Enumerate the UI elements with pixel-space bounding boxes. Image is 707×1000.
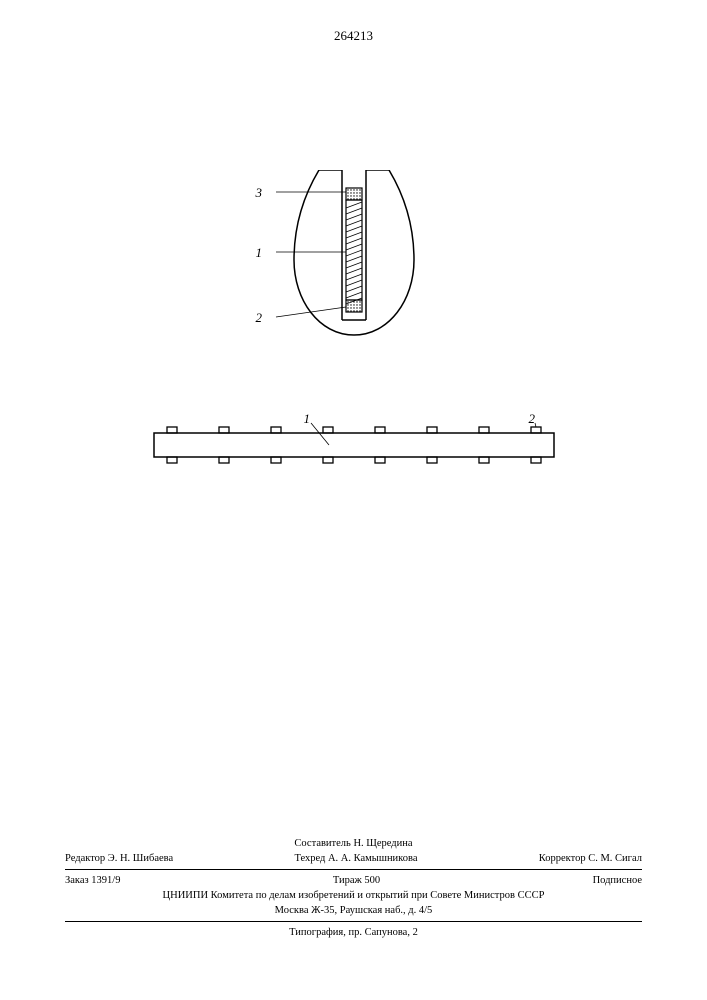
techred: Техред А. А. Камышникова: [294, 853, 417, 864]
editor: Редактор Э. Н. Шибаева: [65, 853, 173, 864]
callout-1b: 1: [304, 411, 311, 427]
roles-line: Редактор Э. Н. Шибаева Техред А. А. Камы…: [65, 851, 642, 866]
org-line-1: ЦНИИПИ Комитета по делам изобретений и о…: [65, 888, 642, 903]
compiler-line: Составитель Н. Щередина: [65, 836, 642, 851]
callout-2: 2: [256, 310, 263, 326]
subscription: Подписное: [593, 875, 642, 886]
figure-cross-section: 3 1 2: [274, 170, 434, 350]
org-line-2: Москва Ж-35, Раушская наб., д. 4/5: [65, 903, 642, 918]
tirazh: Тираж 500: [333, 875, 380, 886]
order-line: Заказ 1391/9 Тираж 500 Подписное: [65, 873, 642, 888]
callout-1: 1: [256, 245, 263, 261]
corrector: Корректор С. М. Сигал: [539, 853, 642, 864]
typography-line: Типография, пр. Сапунова, 2: [65, 925, 642, 940]
order-no: Заказ 1391/9: [65, 875, 120, 886]
figure-plate-view: 1 2: [149, 415, 559, 480]
footer-block: Составитель Н. Щередина Редактор Э. Н. Ш…: [65, 836, 642, 940]
callout-2b: 2: [529, 411, 536, 427]
page-number: 264213: [334, 28, 373, 44]
callout-3: 3: [256, 185, 263, 201]
